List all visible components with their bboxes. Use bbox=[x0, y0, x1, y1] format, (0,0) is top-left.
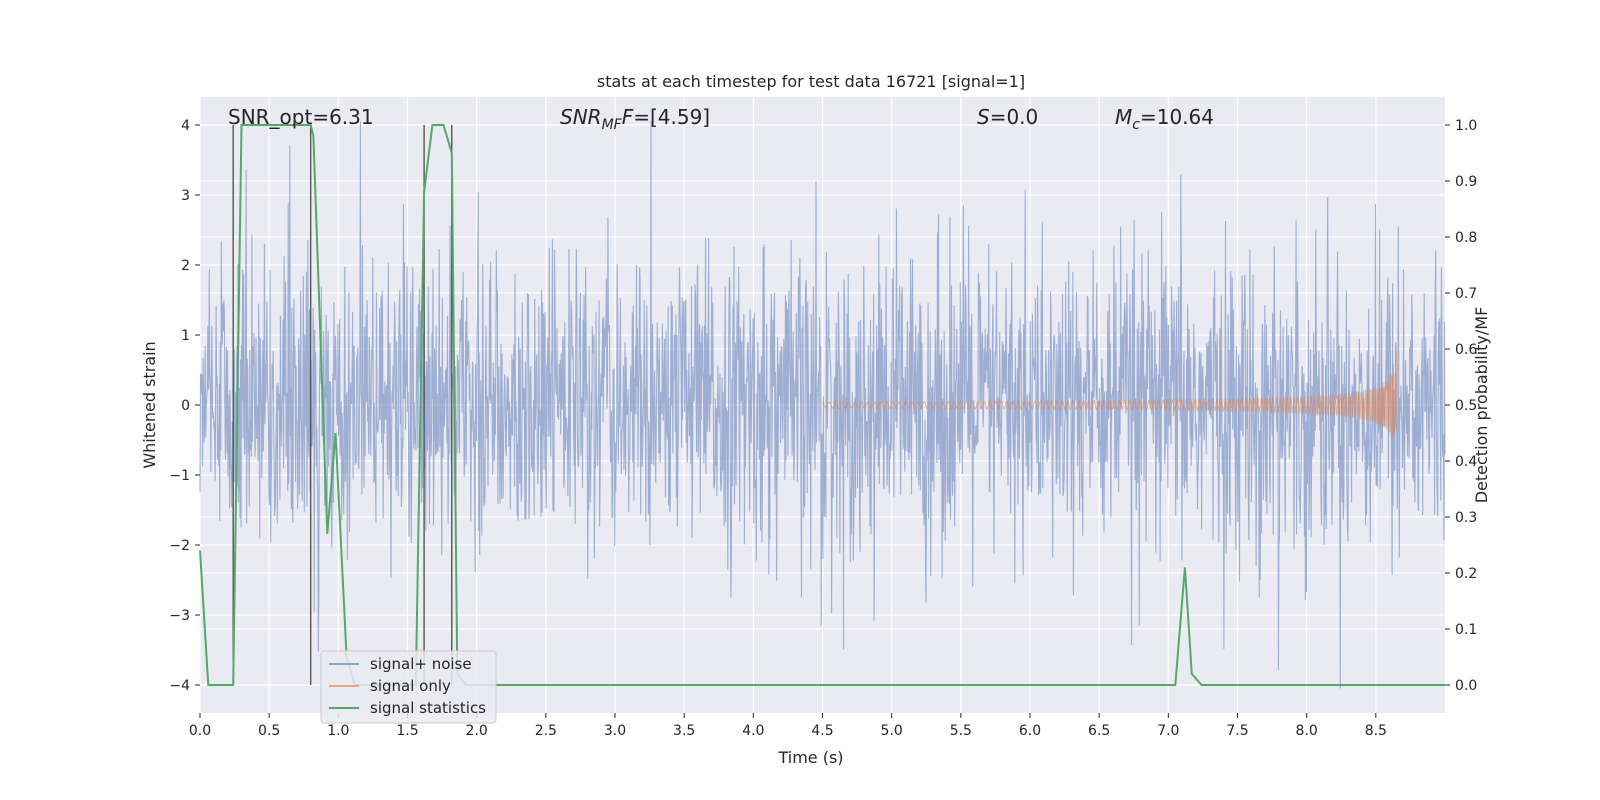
x-tick-label: 4.5 bbox=[811, 723, 833, 739]
legend-noise-label: signal+ noise bbox=[370, 655, 472, 673]
s-label: S bbox=[977, 105, 990, 129]
y2-tick-label: 0.9 bbox=[1455, 174, 1477, 190]
y2-tick-label: 0.3 bbox=[1455, 510, 1477, 526]
mc-rest: =10.64 bbox=[1140, 105, 1214, 129]
signal-only-series bbox=[822, 345, 1398, 440]
mc-base: M bbox=[1115, 105, 1132, 129]
y-tick-label: −2 bbox=[169, 538, 190, 554]
x-tick-label: 0.5 bbox=[258, 723, 280, 739]
legend-frame bbox=[320, 650, 497, 724]
snr-mf-rest: =[4.59] bbox=[633, 105, 710, 129]
chart-title: stats at each timestep for test data 167… bbox=[597, 72, 1025, 91]
annotation-snr-opt: SNR_opt=6.31 bbox=[228, 105, 374, 129]
y2-tick-label: 0.0 bbox=[1455, 678, 1477, 694]
y2-tick-label: 0.1 bbox=[1455, 622, 1477, 638]
x-tick-label: 1.5 bbox=[396, 723, 418, 739]
annotation-mc: Mc=10.64 bbox=[1115, 105, 1214, 133]
x-axis-label: Time (s) bbox=[777, 748, 843, 767]
x-tick-label: 6.5 bbox=[1088, 723, 1110, 739]
y2-tick-label: 0.2 bbox=[1455, 566, 1477, 582]
signal-trace bbox=[822, 345, 1398, 440]
snr-mf-base: SNR bbox=[560, 105, 602, 129]
x-tick-label: 7.5 bbox=[1226, 723, 1248, 739]
signal-noise-series bbox=[199, 121, 1446, 689]
legend-signal-label: signal only bbox=[370, 677, 451, 695]
y-tick-label: −1 bbox=[169, 468, 190, 484]
y-axis-label: Whitened strain bbox=[140, 341, 159, 468]
annotation-s: S=0.0 bbox=[977, 105, 1038, 129]
mc-sub: c bbox=[1132, 117, 1140, 133]
x-tick-label: 6.0 bbox=[1019, 723, 1041, 739]
y2-tick-label: 1.0 bbox=[1455, 118, 1477, 134]
y-tick-label: 0 bbox=[181, 398, 190, 414]
y-tick-label: −3 bbox=[169, 608, 190, 624]
x-tick-label: 2.5 bbox=[535, 723, 557, 739]
y2-tick-label: 0.8 bbox=[1455, 230, 1477, 246]
x-tick-label: 1.0 bbox=[327, 723, 349, 739]
x-tick-label: 4.0 bbox=[742, 723, 764, 739]
y-tick-label: 4 bbox=[181, 118, 190, 134]
legend-stats-label: signal statistics bbox=[370, 699, 486, 717]
y2-axis-label: Detection probability/MF bbox=[1472, 307, 1491, 504]
legend: signal+ noise signal only signal statist… bbox=[320, 650, 497, 724]
s-rest: =0.0 bbox=[990, 105, 1039, 129]
x-tick-label: 5.0 bbox=[881, 723, 903, 739]
x-tick-label: 8.5 bbox=[1365, 723, 1387, 739]
y-tick-label: 2 bbox=[181, 258, 190, 274]
annotation-snr-mf: SNRMFF=[4.59] bbox=[560, 105, 710, 133]
y2-tick-label: 0.4 bbox=[1455, 454, 1477, 470]
axes: 0.0 0.5 1.0 1.5 2.0 2.5 3.0 3.5 4.0 4.5 5.0 5.5 6.0 6… bbox=[169, 118, 1477, 739]
y-tick-label: −4 bbox=[169, 678, 190, 694]
y-tick-label: 1 bbox=[181, 328, 190, 344]
y2-tick-label: 0.5 bbox=[1455, 398, 1477, 414]
x-tick-label: 2.0 bbox=[466, 723, 488, 739]
x-tick-label: 5.5 bbox=[950, 723, 972, 739]
x-tick-label: 3.0 bbox=[604, 723, 626, 739]
snr-mf-f: F bbox=[622, 105, 634, 129]
x-tick-label: 3.5 bbox=[673, 723, 695, 739]
y2-tick-label: 0.7 bbox=[1455, 286, 1477, 302]
x-tick-label: 7.0 bbox=[1157, 723, 1179, 739]
x-tick-label: 0.0 bbox=[189, 723, 211, 739]
y-tick-label: 3 bbox=[181, 188, 190, 204]
x-tick-label: 8.0 bbox=[1296, 723, 1318, 739]
snr-mf-sub: MF bbox=[602, 117, 623, 133]
noise-trace bbox=[199, 121, 1446, 689]
y2-tick-label: 0.6 bbox=[1455, 342, 1477, 358]
